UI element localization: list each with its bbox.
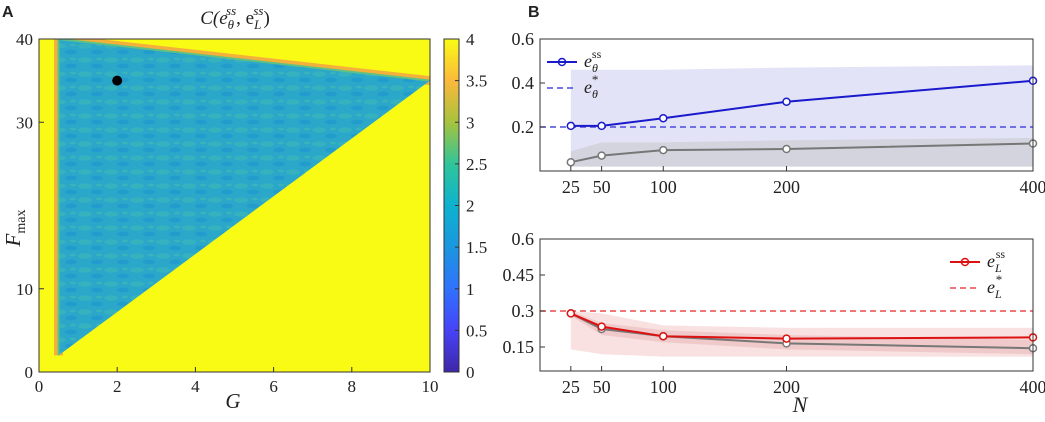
series-point-e_θ^ss <box>782 97 791 106</box>
top-legend: eθss eθ* <box>547 47 602 101</box>
xtick-label: 200 <box>773 377 800 397</box>
xtick-label: 25 <box>562 377 580 397</box>
colorbar-ticks: 0 0.5 1 1.5 2 2.5 3 3.5 4 <box>455 30 487 382</box>
xtick-label: 50 <box>593 377 611 397</box>
colorbar-tick-label: 2 <box>466 197 475 216</box>
bottom-xlabel: N <box>792 392 809 417</box>
heatmap-field <box>39 39 430 372</box>
heatmap-xlabel: G <box>225 389 240 413</box>
heatmap-xtick-label: 4 <box>191 377 200 396</box>
heatmap-inner-edge <box>57 39 430 356</box>
colorbar-tick-label: 0 <box>466 363 475 382</box>
heatmap-xtick-label: 10 <box>422 377 439 396</box>
series-point-gray <box>782 144 791 154</box>
ytick-label: 0.3 <box>512 301 535 321</box>
heatmap-frame <box>38 38 431 373</box>
heatmap-xtick-label: 0 <box>35 377 44 396</box>
series-point-e_θ^ss <box>566 121 576 131</box>
heatmap-xtick-label: 8 <box>348 377 357 396</box>
heatmap-ytick-label: 10 <box>16 280 33 299</box>
colorbar-tick-label: 0.5 <box>466 321 487 340</box>
heatmap-low-region <box>58 39 430 356</box>
ytick-label: 0.2 <box>512 117 535 137</box>
heatmap-xtick-label: 2 <box>113 377 122 396</box>
colorbar-tick-label: 1 <box>466 280 475 299</box>
series-point-gray <box>597 151 606 160</box>
xtick-label: 400 <box>1020 177 1045 197</box>
colorbar-tick-label: 3.5 <box>466 72 487 91</box>
xtick-label: 100 <box>650 177 677 197</box>
heatmap-ylabel: Fmax <box>1 210 29 248</box>
heatmap-panel: C(eθss, eLss) 0 2 4 6 8 10 0 10 30 40 G Fmax 0 0.5… <box>1 3 487 413</box>
ytick-label: 0.15 <box>503 337 535 357</box>
legend-label-e-l-star: eL* <box>987 272 1002 301</box>
legend-label-e-theta-ss: eθss <box>584 47 602 75</box>
series-point-e_L^ss <box>566 309 576 318</box>
xtick-label: 200 <box>773 177 800 197</box>
xtick-label: 50 <box>593 177 611 197</box>
heatmap-marker <box>112 75 123 86</box>
series-point-e_L^ss <box>597 322 606 331</box>
heatmap-ytick-label: 30 <box>16 113 33 132</box>
colorbar-tick-label: 3 <box>466 113 475 132</box>
series-point-e_θ^ss <box>659 113 668 123</box>
ytick-label: 0.6 <box>512 229 535 249</box>
line-chart-bottom: 25 50 100 200 400 0.15 0.3 0.45 0.6 eLss eL* N <box>503 229 1045 417</box>
legend-marker-e-theta-ss <box>557 57 567 67</box>
colorbar-tick-label: 2.5 <box>466 155 487 174</box>
legend-marker-e-l-ss <box>960 257 970 267</box>
legend-label-e-l-ss: eLss <box>987 247 1005 275</box>
series-point-e_L^ss <box>659 331 668 341</box>
heatmap-xtick-label: 6 <box>269 377 278 396</box>
heatmap-ytick-label: 0 <box>25 363 34 382</box>
xtick-label: 100 <box>650 377 677 397</box>
series-point-gray <box>659 145 668 155</box>
heatmap-ytick-label: 40 <box>16 30 33 49</box>
band-gray <box>570 311 1033 355</box>
legend-label-e-theta-star: eθ* <box>584 72 598 101</box>
xtick-label: 400 <box>1020 377 1045 397</box>
colorbar-tick-label: 4 <box>466 30 475 49</box>
series-point-e_L^ss <box>782 334 791 343</box>
series-point-e_θ^ss <box>597 121 606 131</box>
heatmap-axes: 0 2 4 6 8 10 0 10 30 40 <box>16 30 439 396</box>
bottom-legend: eLss eL* <box>950 247 1005 301</box>
ytick-label: 0.4 <box>512 73 535 93</box>
xtick-label: 25 <box>562 177 580 197</box>
ytick-label: 0.6 <box>512 29 535 49</box>
panel-label-a: A <box>2 4 14 21</box>
panel-label-b: B <box>528 4 540 21</box>
heatmap-title: C(eθss, eLss) <box>200 3 270 32</box>
ytick-label: 0.45 <box>503 265 535 285</box>
series-point-gray <box>566 157 576 167</box>
line-chart-top: 25 50 100 200 400 0.2 0.4 0.6 eθss eθ* <box>512 29 1045 197</box>
colorbar-tick-label: 1.5 <box>466 238 487 257</box>
